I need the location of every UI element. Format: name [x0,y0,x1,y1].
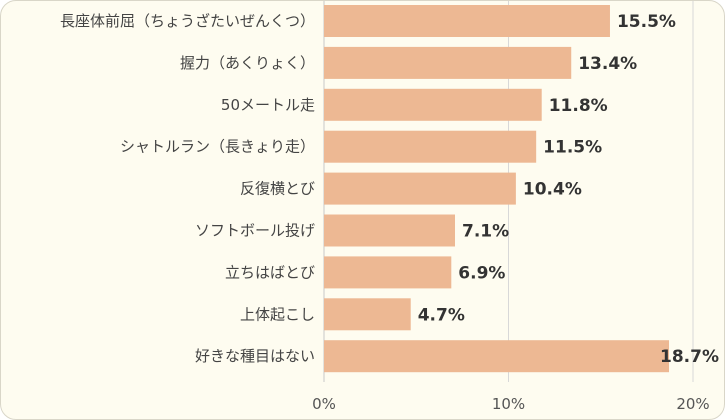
bars [324,5,670,373]
x-tick-label-10: 10% [492,395,525,413]
value-label-5: 7.1% [462,222,509,242]
bar-1 [324,46,572,79]
value-label-1: 13.4% [578,54,637,74]
value-label-6: 6.9% [458,263,505,283]
value-label-3: 11.5% [543,138,602,158]
category-label-2: 50メートル走 [221,96,315,114]
value-label-8: 18.7% [660,347,719,367]
bar-3 [324,130,537,163]
category-label-1: 握力（あくりょく） [180,54,315,72]
value-label-7: 4.7% [418,305,465,325]
category-label-7: 上体起こし [240,305,315,323]
bar-2 [324,88,542,121]
category-label-4: 反復横とび [240,180,315,198]
x-tick-label-0: 0% [312,395,336,413]
x-tick-label-20: 20% [676,395,709,413]
value-label-4: 10.4% [523,180,582,200]
x-tick-labels: 0% 10% 20% [312,395,710,413]
category-labels: 長座体前屈（ちょうざたいぜんくつ） 握力（あくりょく） 50メートル走シャトルラン（… [60,12,315,365]
value-labels: 15.5% 13.4% 11.8% 11.5% 10.4% 7.1% 6.9% 4.7% 18.… [418,12,719,367]
bar-8 [324,340,670,373]
category-label-0: 長座体前屈（ちょうざたいぜんくつ） [60,12,315,30]
value-label-0: 15.5% [617,12,676,32]
bar-7 [324,298,411,331]
category-label-6: 立ちはばとび [225,263,315,281]
bar-0 [324,5,610,37]
category-label-8: 好きな種目はない [195,347,315,365]
bar-6 [324,256,452,289]
category-label-5: ソフトボール投げ [195,222,315,240]
value-label-2: 11.8% [549,96,608,116]
category-label-3: シャトルラン（長きょり走） [120,138,315,156]
bar-4 [324,172,516,205]
bar-5 [324,214,455,247]
